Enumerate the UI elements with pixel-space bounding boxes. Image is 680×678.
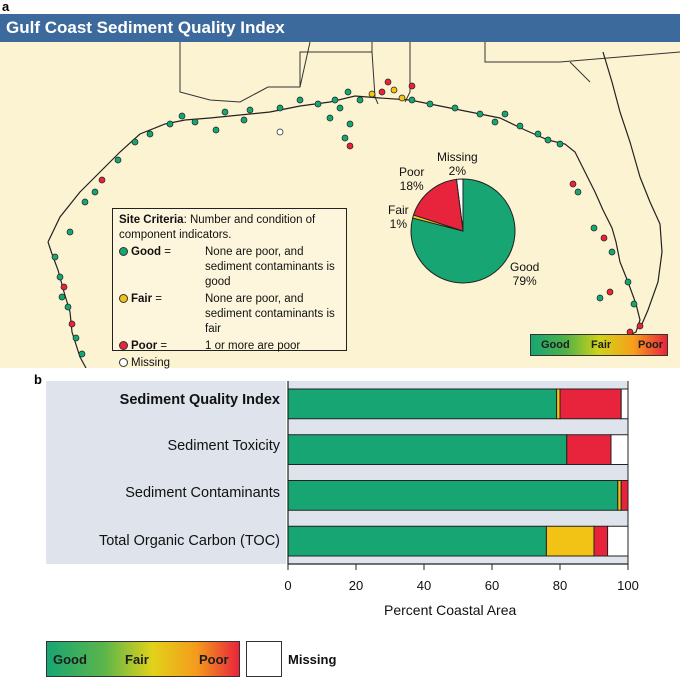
bar-segment-missing — [610, 434, 629, 465]
state-borders — [179, 41, 680, 105]
x-tick-60: 60 — [484, 578, 500, 593]
bar-label-toc: Total Organic Carbon (TOC) — [98, 533, 280, 549]
legend-a-fair: Fair — [591, 339, 612, 351]
panel-title: Gulf Coast Sediment Quality Index — [0, 14, 680, 42]
bar-label-contaminants: Sediment Contaminants — [125, 485, 280, 501]
bar-segment-good — [287, 434, 568, 465]
legend-a-good: Good — [541, 339, 570, 351]
pie-label-poor: Poor 18% — [399, 165, 425, 193]
bar-segment-good — [287, 480, 619, 511]
x-tick-100: 100 — [617, 578, 639, 593]
criteria-row-missing: Missing — [119, 356, 340, 371]
missing-dot-icon — [119, 358, 128, 367]
criteria-row-poor: Poor = 1 or more are poor — [119, 339, 340, 354]
x-tick-20: 20 — [348, 578, 364, 593]
panel-b-letter: b — [34, 372, 42, 387]
x-tick-40: 40 — [416, 578, 432, 593]
legend-gradient-b: Good Fair Poor — [46, 641, 240, 677]
bar-label-toxicity: Sediment Toxicity — [167, 438, 280, 454]
pie-chart — [410, 178, 516, 284]
criteria-row-fair: Fair = None are poor, and sediment conta… — [119, 292, 340, 337]
legend-gradient-a: Good Fair Poor — [530, 334, 668, 356]
criteria-row-good: Good = None are poor, and sediment conta… — [119, 245, 340, 290]
bar-label-sqi: Sediment Quality Index — [119, 392, 280, 408]
label-band — [46, 381, 286, 564]
legend-b-fair: Fair — [125, 652, 149, 667]
site-criteria-box: Site Criteria: Number and condition of c… — [112, 208, 347, 369]
legend-b-poor: Poor — [199, 652, 229, 667]
bar-segment-fair — [617, 480, 622, 511]
fair-dot-icon — [119, 294, 128, 303]
pie-slice-good — [410, 178, 516, 284]
bar-segment-good — [287, 388, 558, 420]
bar-segment-fair — [545, 525, 595, 557]
x-tick-0: 0 — [284, 578, 292, 593]
bar-segment-poor — [620, 480, 629, 511]
poor-dot-icon — [119, 341, 128, 350]
bar-segment-good — [287, 525, 547, 557]
pie-slice-poor — [412, 178, 464, 232]
legend-missing-swatch — [246, 641, 282, 677]
pie-label-missing: Missing 2% — [437, 150, 478, 178]
legend-b-good: Good — [53, 652, 87, 667]
bar-segment-poor — [593, 525, 609, 557]
bar-segment-fair — [556, 388, 561, 420]
legend-b-missing: Missing — [288, 652, 337, 667]
panel-a-letter: a — [2, 0, 10, 14]
bar-segment-poor — [559, 388, 622, 420]
good-dot-icon — [119, 247, 128, 256]
x-axis-label: Percent Coastal Area — [384, 602, 517, 618]
x-tick-80: 80 — [552, 578, 568, 593]
bar-segment-missing — [620, 388, 629, 420]
pie-label-good: Good 79% — [510, 260, 540, 288]
bar-segment-poor — [566, 434, 612, 465]
legend-a-poor: Poor — [638, 339, 664, 351]
map-graphic — [47, 41, 680, 369]
criteria-heading: Site Criteria: Number and condition of c… — [119, 214, 316, 241]
pie-label-fair: Fair 1% — [388, 203, 409, 231]
bar-segment-missing — [607, 525, 629, 557]
